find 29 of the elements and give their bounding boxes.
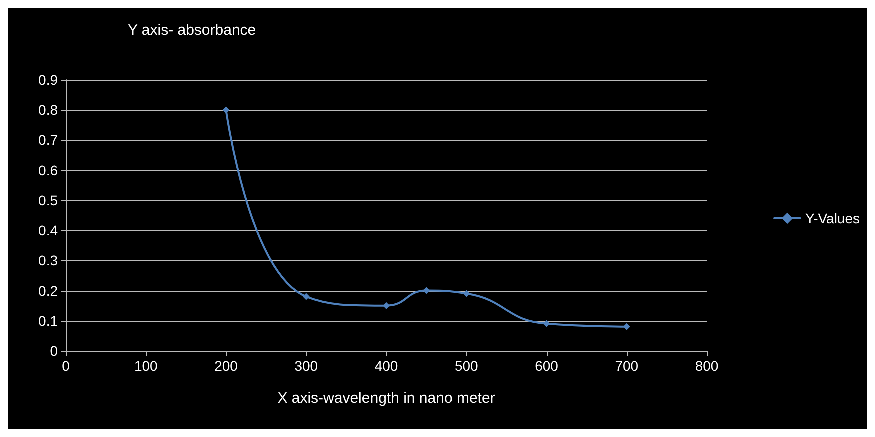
point	[222, 106, 230, 114]
y-tick-label: 0.1	[38, 312, 58, 329]
y-tick-label: 0	[50, 343, 58, 359]
x-tick-label: 800	[695, 358, 719, 374]
point	[543, 320, 550, 328]
x-tick-label: 100	[134, 358, 158, 374]
legend-label: Y-Values	[806, 210, 860, 226]
point	[423, 287, 430, 294]
point	[383, 302, 390, 310]
x-tick-label: 0	[62, 358, 70, 374]
point	[463, 290, 470, 298]
y-tick-label: 0.7	[38, 132, 58, 148]
y-tick-label: 0.6	[38, 162, 58, 178]
x-tick-label: 300	[294, 358, 318, 374]
x-tick-label: 600	[535, 358, 559, 374]
chart-title: Y axis- absorbance	[128, 22, 256, 39]
y-tick-label: 0.4	[38, 222, 58, 239]
x-tick-label: 400	[374, 358, 398, 374]
point	[302, 293, 310, 300]
y-tick-label: 0.5	[38, 192, 58, 208]
y-tick-label: 0.2	[38, 282, 58, 299]
x-tick-label: 200	[214, 358, 238, 374]
y-tick-label: 0.3	[38, 252, 58, 269]
y-tick-label: 0.9	[38, 72, 58, 88]
point	[623, 323, 630, 330]
x-tick-label: 700	[615, 358, 639, 374]
y-tick-label: 0.8	[38, 102, 58, 118]
x-tick-label: 500	[454, 358, 479, 374]
x-axis-title: X axis-wavelength in nano meter	[278, 390, 496, 407]
